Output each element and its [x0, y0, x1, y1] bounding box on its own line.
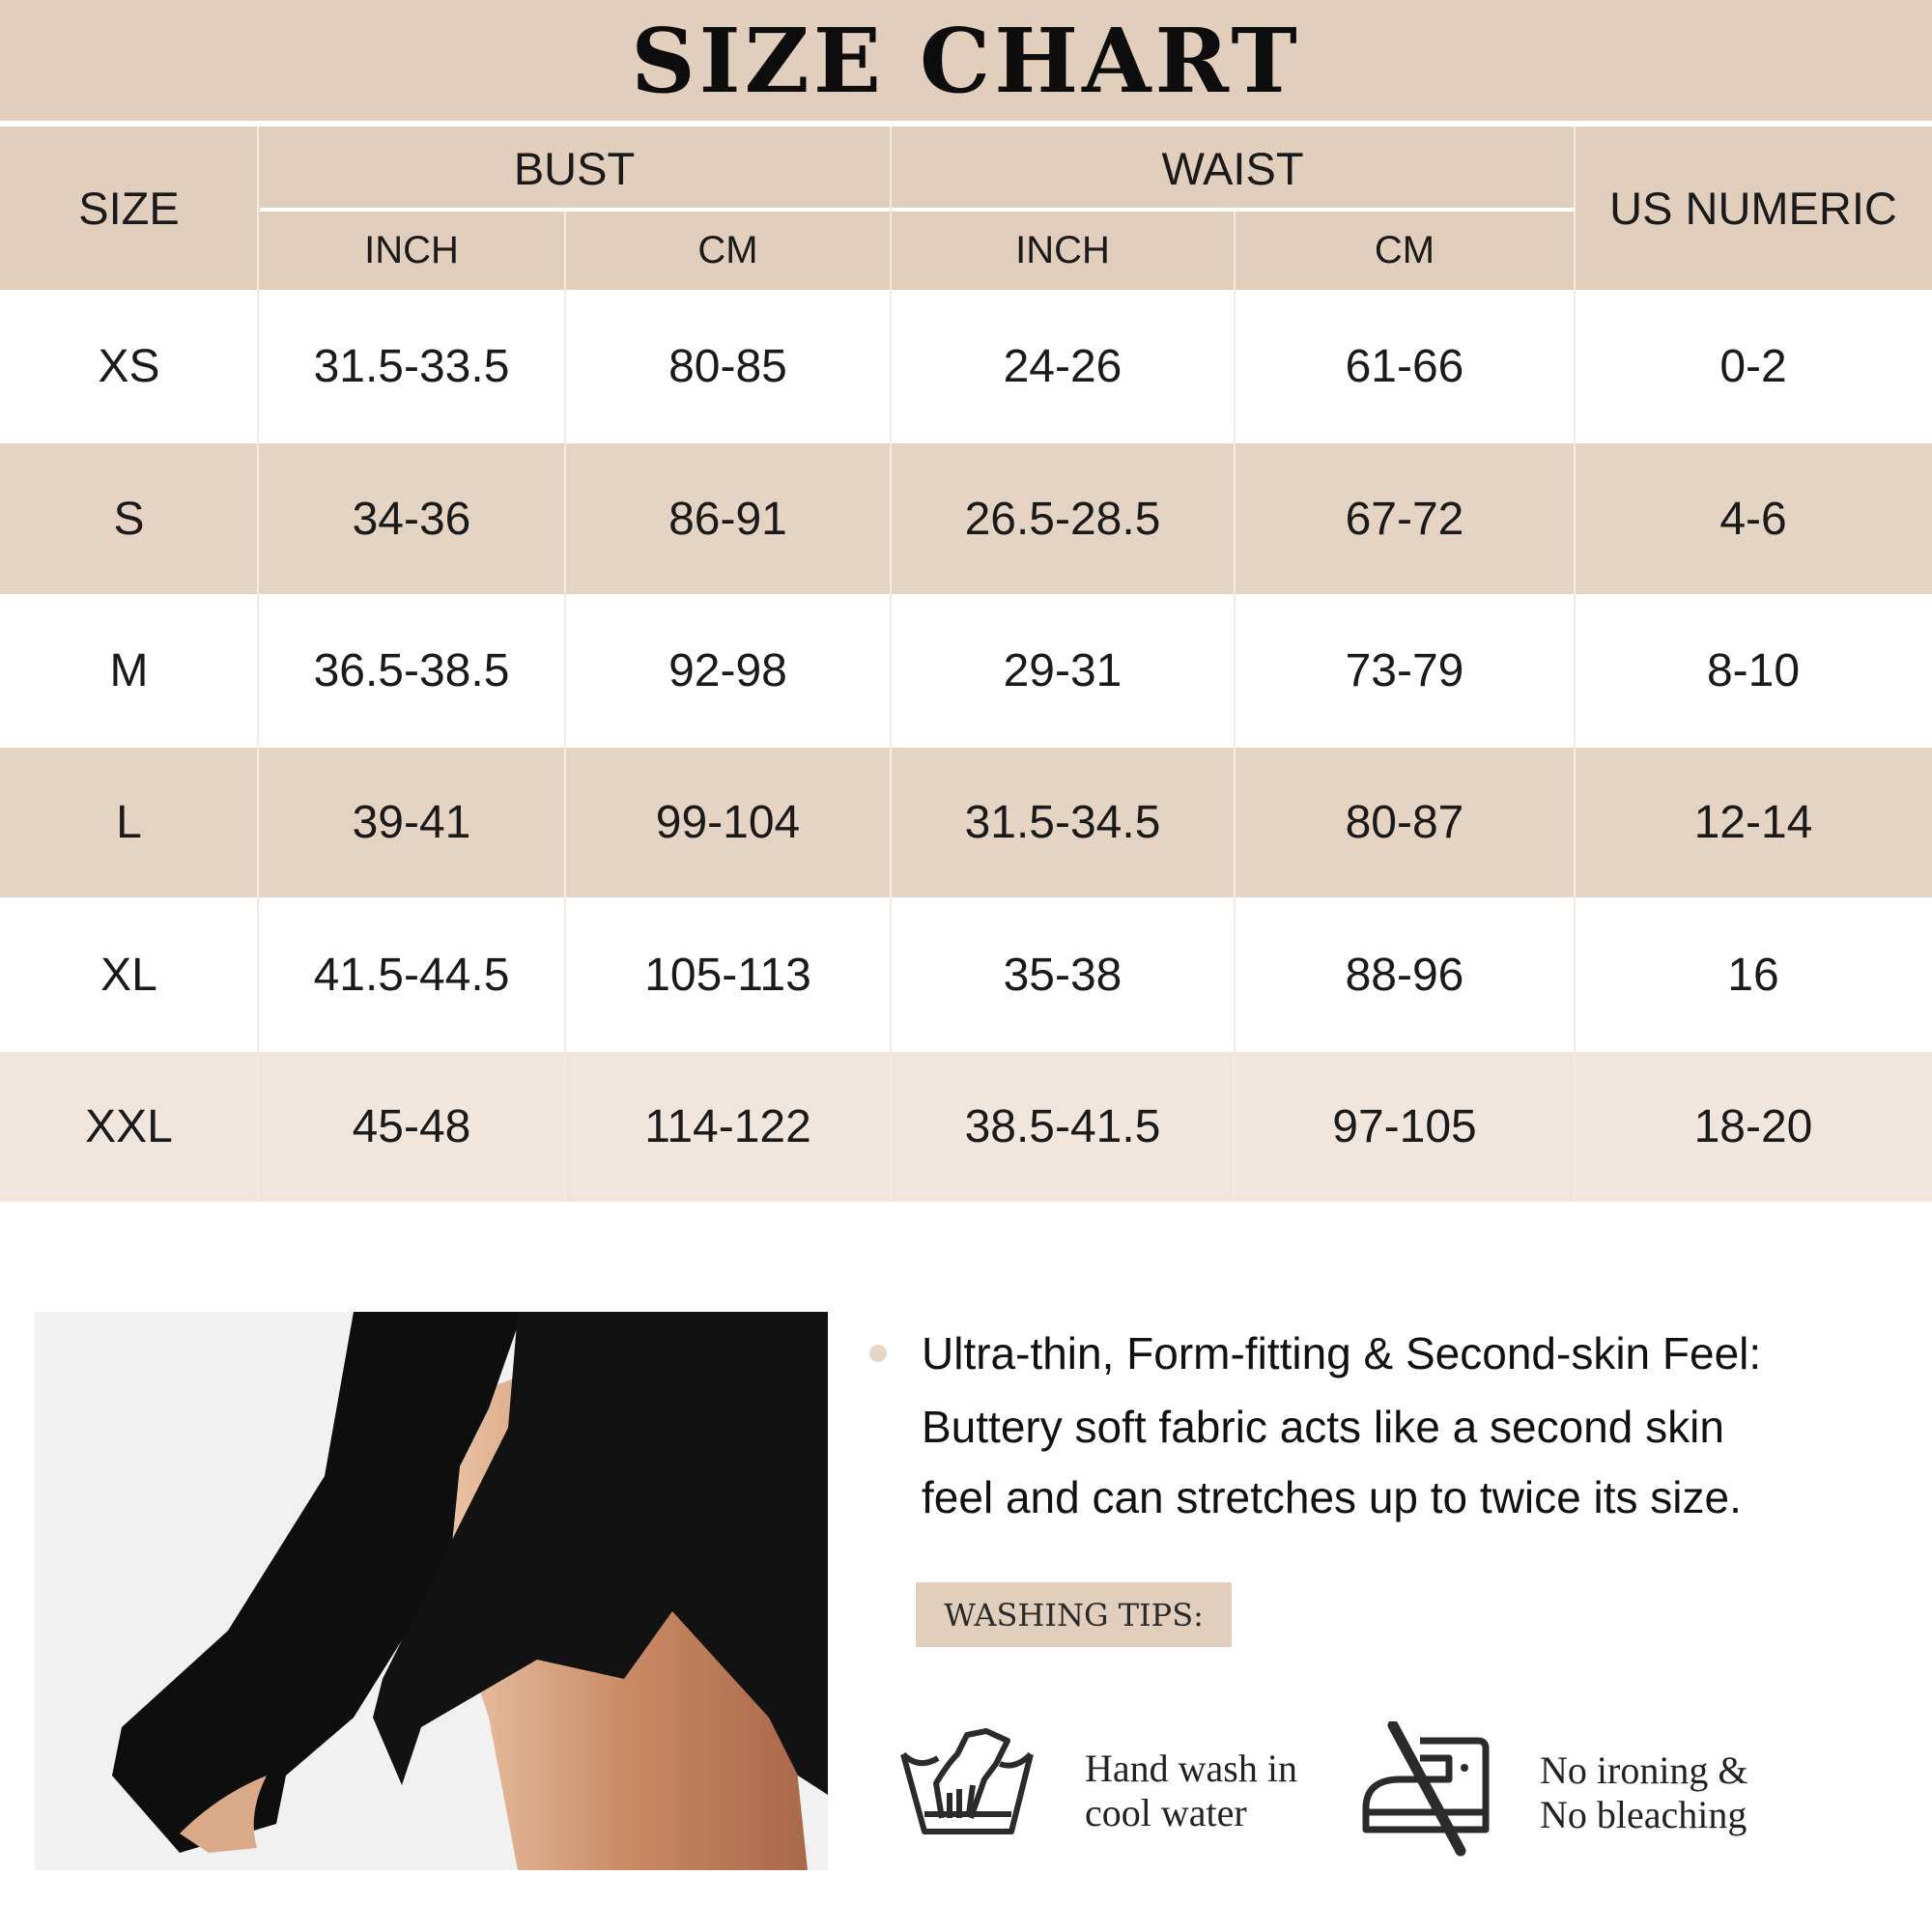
cell-bust-cm: 105-113 [644, 949, 811, 1001]
cell-bust-cm: 86-91 [668, 493, 787, 545]
washing-tips-label: WASHING TIPS: [916, 1582, 1232, 1647]
cell-size: XL [100, 949, 157, 1001]
care-line: cool water [1085, 1791, 1247, 1834]
cell-waist-inch: 26.5-28.5 [964, 493, 1161, 545]
header-us-numeric: US NUMERIC [1609, 183, 1897, 234]
column-divider [564, 212, 566, 1202]
table-header: SIZE BUST WAIST US NUMERIC INCH CM INCH … [0, 127, 1932, 290]
column-divider [1234, 212, 1236, 1202]
table-row: XXL 45-48 114-122 38.5-41.5 97-105 18-20 [0, 1052, 1932, 1202]
page-title: SIZE CHART [631, 8, 1301, 113]
feature-line: Ultra-thin, Form-fitting & Second-skin F… [922, 1328, 1762, 1378]
cell-waist-inch: 31.5-34.5 [964, 797, 1161, 848]
cell-us: 12-14 [1693, 797, 1813, 848]
cell-size: L [116, 797, 142, 848]
cell-bust-cm: 80-85 [668, 341, 787, 392]
table-row: XL 41.5-44.5 105-113 35-38 88-96 16 [0, 897, 1932, 1052]
cell-us: 8-10 [1706, 645, 1801, 696]
bullet-icon [869, 1345, 887, 1362]
cell-bust-cm: 92-98 [668, 645, 787, 696]
header-bust-cm: CM [697, 229, 758, 271]
care-line: No ironing & [1540, 1748, 1748, 1792]
header-bust-inch: INCH [364, 229, 459, 271]
cell-us: 18-20 [1693, 1101, 1813, 1152]
header-divider [260, 208, 1575, 212]
cell-size: S [113, 493, 145, 545]
cell-waist-cm: 80-87 [1345, 797, 1464, 848]
cell-bust-cm: 99-104 [655, 797, 801, 848]
cell-us: 4-6 [1719, 493, 1787, 545]
header-waist: WAIST [1161, 142, 1304, 194]
cell-us: 0-2 [1719, 341, 1787, 392]
table-row: XS 31.5-33.5 80-85 24-26 61-66 0-2 [0, 290, 1932, 443]
title-bar [0, 0, 1932, 121]
hand-wash-text: Hand wash in cool water [1085, 1747, 1297, 1835]
care-line: Hand wash in [1085, 1747, 1297, 1790]
cell-size: XXL [85, 1101, 173, 1152]
cell-bust-inch: 36.5-38.5 [313, 645, 510, 696]
header-bust: BUST [513, 142, 636, 194]
cell-size: XS [98, 341, 160, 392]
cell-waist-inch: 35-38 [1003, 949, 1122, 1001]
cell-bust-cm: 114-122 [644, 1101, 811, 1152]
cell-waist-cm: 97-105 [1332, 1101, 1477, 1152]
column-divider [890, 127, 892, 1202]
cell-bust-inch: 31.5-33.5 [313, 341, 510, 392]
feature-line: feel and can stretches up to twice its s… [922, 1472, 1742, 1522]
cell-bust-inch: 45-48 [352, 1101, 471, 1152]
feature-line: Buttery soft fabric acts like a second s… [922, 1402, 1724, 1452]
column-divider [1574, 127, 1576, 1202]
table-row: M 36.5-38.5 92-98 29-31 73-79 8-10 [0, 594, 1932, 748]
cell-us: 16 [1727, 949, 1779, 1001]
cell-bust-inch: 41.5-44.5 [313, 949, 510, 1001]
cell-waist-inch: 38.5-41.5 [964, 1101, 1161, 1152]
cell-waist-cm: 67-72 [1345, 493, 1464, 545]
table-row: L 39-41 99-104 31.5-34.5 80-87 12-14 [0, 748, 1932, 897]
hand-wash-icon [900, 1728, 1034, 1834]
care-line: No bleaching [1540, 1793, 1747, 1836]
header-size: SIZE [78, 183, 180, 234]
no-iron-text: No ironing & No bleaching [1540, 1748, 1748, 1837]
header-waist-inch: INCH [1015, 229, 1110, 271]
cell-bust-inch: 39-41 [352, 797, 471, 848]
cell-waist-cm: 61-66 [1345, 341, 1464, 392]
product-photo [35, 1312, 828, 1870]
cell-waist-inch: 24-26 [1003, 341, 1122, 392]
no-iron-icon [1362, 1721, 1490, 1857]
header-waist-cm: CM [1374, 229, 1435, 271]
cell-size: M [109, 645, 149, 696]
cell-waist-inch: 29-31 [1003, 645, 1122, 696]
cell-bust-inch: 34-36 [352, 493, 471, 545]
cell-waist-cm: 88-96 [1345, 949, 1464, 1001]
table-row: S 34-36 86-91 26.5-28.5 67-72 4-6 [0, 443, 1932, 594]
column-divider [257, 127, 259, 1202]
cell-waist-cm: 73-79 [1345, 645, 1464, 696]
